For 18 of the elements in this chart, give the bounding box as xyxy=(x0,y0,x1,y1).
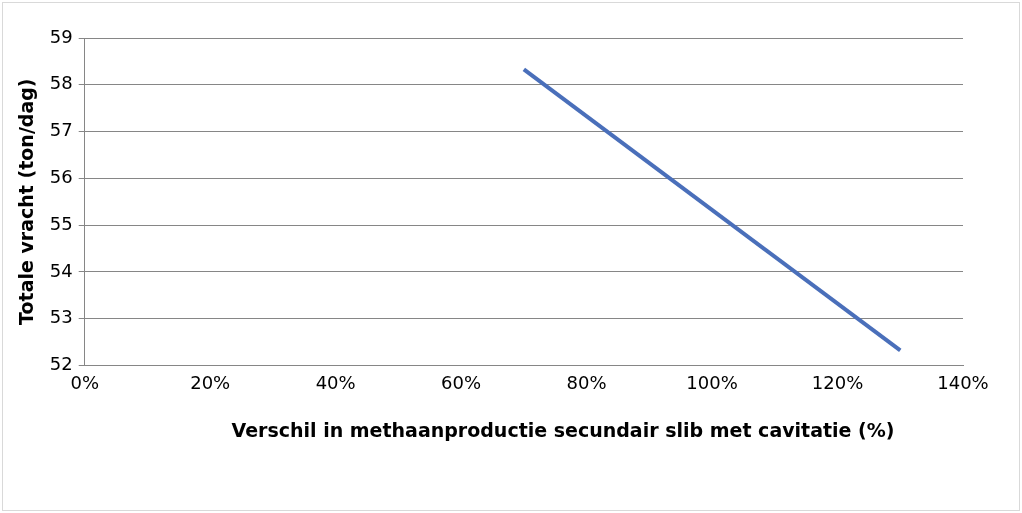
y-tick-label: 53 xyxy=(49,306,73,328)
x-tick-label: 40% xyxy=(315,371,356,393)
y-axis-title: Totale vracht (ton/dag) xyxy=(15,78,38,325)
x-tick-label: 20% xyxy=(190,371,231,393)
x-tick-label: 140% xyxy=(937,371,989,393)
y-tick-label: 52 xyxy=(49,353,73,375)
x-tick-label: 120% xyxy=(811,371,864,393)
x-tick-label: 80% xyxy=(566,371,607,393)
y-tick-label: 56 xyxy=(49,165,73,187)
x-axis-title: Verschil in methaanproductie secundair slib met cavitatie (%) xyxy=(230,418,896,443)
x-tick-label: 60% xyxy=(441,371,482,393)
y-tick-label: 55 xyxy=(49,212,73,234)
y-tick-label: 57 xyxy=(49,119,73,141)
y-tick-label: 59 xyxy=(49,25,73,47)
x-tick-label: 100% xyxy=(686,371,738,393)
y-tick-label: 54 xyxy=(49,259,73,281)
y-tick-label: 58 xyxy=(49,72,73,94)
x-tick-label: 0% xyxy=(70,371,99,393)
